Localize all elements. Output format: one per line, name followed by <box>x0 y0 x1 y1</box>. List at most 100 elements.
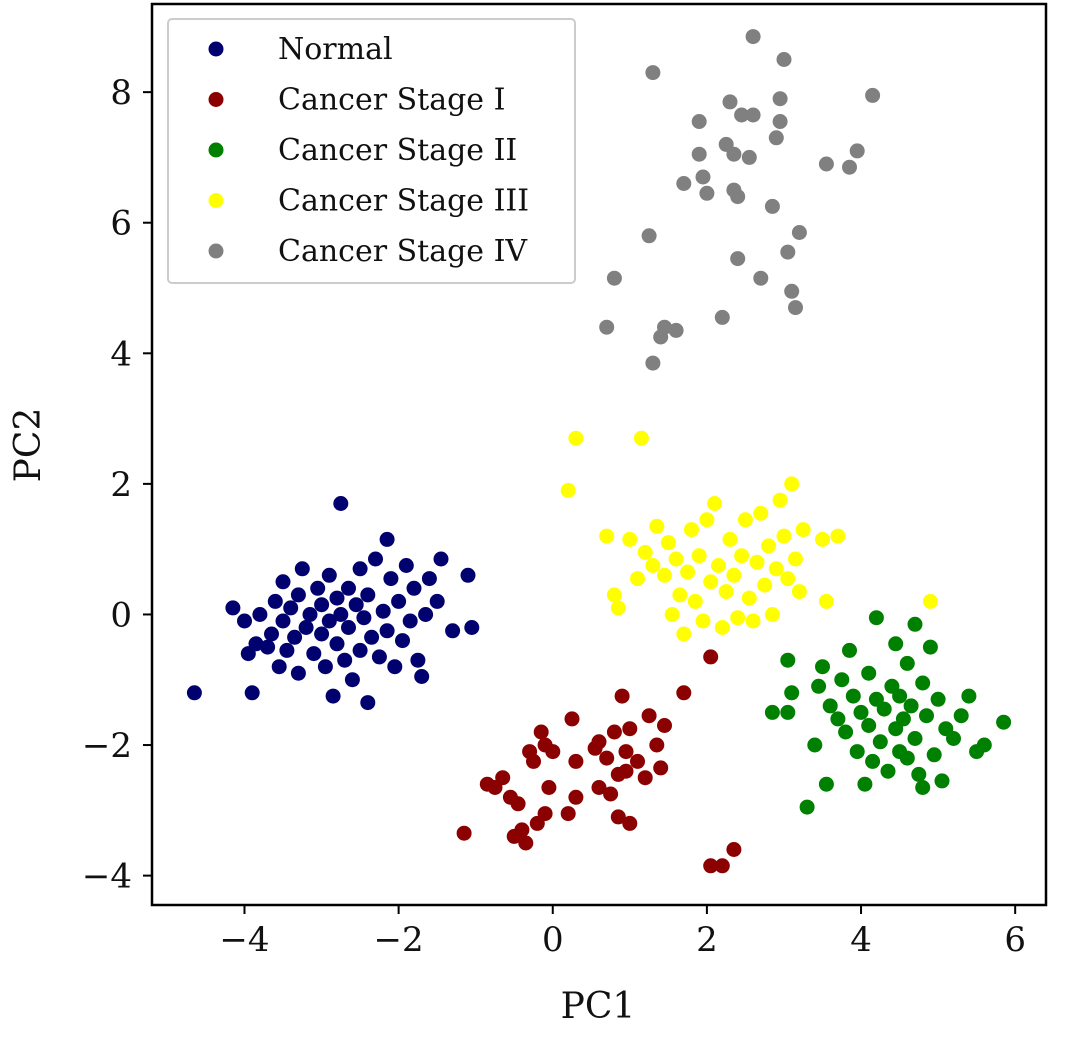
data-point <box>714 858 730 874</box>
data-point <box>456 825 472 841</box>
data-point <box>664 607 680 622</box>
data-point <box>807 737 823 753</box>
data-point <box>764 198 780 214</box>
legend-label: Cancer Stage I <box>278 83 505 118</box>
data-point <box>745 107 761 123</box>
data-point <box>764 607 780 622</box>
data-point <box>344 672 360 688</box>
data-point <box>325 688 341 704</box>
data-point <box>560 806 576 822</box>
data-point <box>518 835 534 851</box>
data-point <box>356 610 372 626</box>
data-point <box>375 603 391 619</box>
data-point <box>352 642 368 658</box>
data-point <box>872 734 888 750</box>
data-point <box>761 538 777 554</box>
x-axis: −4 −2 0 2 4 6 <box>219 905 1026 960</box>
data-point <box>329 590 345 606</box>
data-point <box>371 649 387 665</box>
data-point <box>915 675 931 691</box>
data-point <box>711 558 726 573</box>
data-point <box>699 512 715 528</box>
data-point <box>895 711 911 727</box>
data-point <box>317 659 333 675</box>
data-point <box>267 593 283 609</box>
data-point <box>676 176 692 191</box>
data-point <box>341 580 356 596</box>
legend-marker <box>208 142 224 158</box>
data-point <box>668 551 684 567</box>
data-point <box>526 753 541 769</box>
data-point <box>865 87 881 103</box>
data-point <box>275 613 291 629</box>
data-point <box>537 806 553 822</box>
data-point <box>622 531 638 547</box>
data-point <box>560 482 576 498</box>
legend-marker <box>208 243 224 259</box>
data-point <box>861 665 877 681</box>
data-point <box>321 567 337 583</box>
data-point <box>772 91 788 107</box>
data-point <box>911 766 927 782</box>
data-point <box>290 665 306 681</box>
series-normal <box>186 496 480 711</box>
data-point <box>298 620 314 635</box>
data-point <box>907 616 923 632</box>
data-point <box>622 721 638 737</box>
data-point <box>383 571 399 587</box>
data-point <box>610 600 626 616</box>
data-point <box>402 613 418 629</box>
data-point <box>668 322 684 338</box>
data-point <box>892 688 908 704</box>
data-point <box>880 763 896 779</box>
y-tick-label: 6 <box>110 204 132 244</box>
data-point <box>391 593 407 609</box>
data-point <box>730 610 746 626</box>
data-point <box>599 528 615 544</box>
data-point <box>922 593 938 609</box>
data-point <box>568 753 584 769</box>
data-point <box>842 642 857 658</box>
data-point <box>899 750 915 766</box>
data-point <box>745 613 761 629</box>
data-point <box>922 639 938 655</box>
y-axis-label: PC2 <box>8 408 49 483</box>
data-point <box>260 639 276 655</box>
data-point <box>996 714 1012 730</box>
data-point <box>838 724 854 740</box>
x-tick-label: −4 <box>219 920 269 960</box>
data-point <box>653 760 669 776</box>
data-point <box>418 607 434 622</box>
data-point <box>645 355 661 371</box>
data-point <box>691 548 707 564</box>
data-point <box>764 704 780 720</box>
data-point <box>714 620 730 635</box>
data-point <box>695 613 711 629</box>
data-point <box>749 554 765 570</box>
data-point <box>433 551 449 567</box>
data-point <box>252 607 268 622</box>
data-point <box>564 711 580 727</box>
data-point <box>630 753 645 769</box>
data-point <box>649 737 665 753</box>
data-point <box>329 636 345 652</box>
data-point <box>395 633 410 649</box>
data-point <box>730 189 746 205</box>
data-point <box>699 185 715 201</box>
series-cancer-stage-iii <box>560 430 938 642</box>
data-point <box>684 522 699 538</box>
data-point <box>961 688 977 704</box>
data-point <box>302 607 318 622</box>
data-point <box>294 561 310 577</box>
data-point <box>618 763 634 779</box>
data-point <box>703 858 719 874</box>
data-point <box>726 567 742 583</box>
data-point <box>726 842 742 857</box>
data-point <box>722 531 738 547</box>
data-point <box>464 620 480 635</box>
legend-label: Cancer Stage IV <box>278 234 528 269</box>
data-point <box>657 567 672 583</box>
data-point <box>630 571 645 587</box>
data-point <box>676 626 692 642</box>
data-point <box>934 773 950 789</box>
